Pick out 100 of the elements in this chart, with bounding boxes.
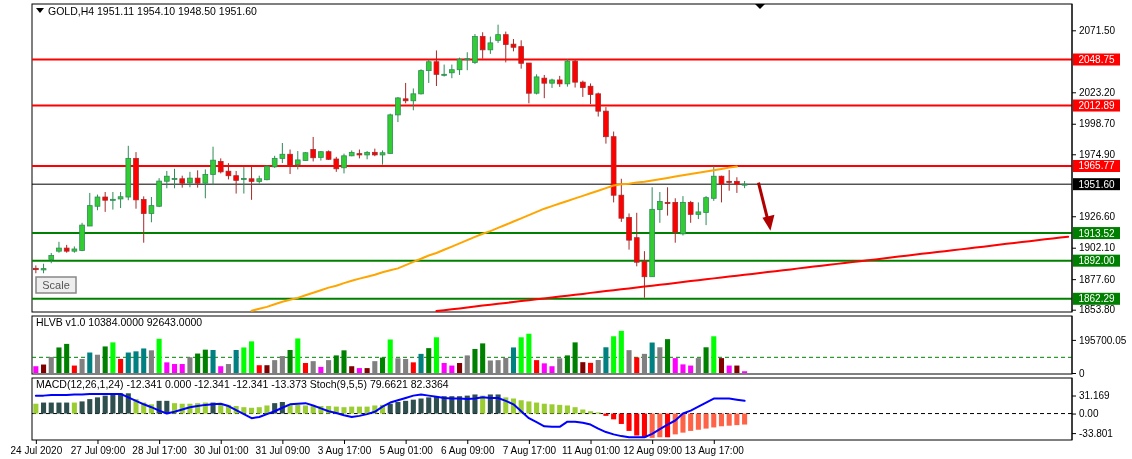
bar: [341, 407, 347, 414]
bar: [534, 360, 540, 373]
bar: [118, 358, 124, 373]
chart-title: MACD(12,26,1,24) -12.341 0.000 -12.341 -12.341 -13.373 Stoch(9,5,5) 79.6621 82.3364: [36, 378, 449, 390]
bar: [433, 396, 439, 414]
bar: [395, 401, 401, 414]
bar: [464, 355, 470, 373]
bar: [626, 350, 632, 373]
candlestick: [395, 96, 401, 123]
bar: [510, 347, 517, 373]
candlestick: [310, 136, 316, 162]
x-tick-label: 31 Jul 09:00: [255, 445, 311, 457]
annotation: Scale: [42, 278, 70, 291]
bar: [71, 365, 77, 373]
bar: [618, 330, 624, 373]
candlestick: [33, 264, 39, 274]
y-tick-label: 2023.20: [1079, 86, 1116, 98]
bar: [33, 403, 39, 414]
y-tick-label: 0.00: [1079, 408, 1099, 420]
bar: [179, 364, 185, 373]
candlestick: [341, 153, 347, 174]
x-tick-label: 24 Jul 2020: [10, 445, 63, 457]
bar: [79, 358, 85, 373]
ref-line-label: 1892.00: [1078, 255, 1116, 267]
bar: [695, 413, 701, 430]
bar: [587, 411, 594, 414]
bar: [87, 399, 93, 414]
y-tick-label: 1926.60: [1079, 210, 1116, 222]
candlestick: [110, 191, 116, 211]
bar: [441, 363, 447, 373]
bar: [472, 394, 478, 414]
y-tick-label: 195700.05: [1079, 334, 1127, 346]
bar: [580, 409, 586, 414]
bar: [503, 357, 509, 373]
ref-line-label: 2012.89: [1078, 100, 1116, 112]
line-series: [250, 165, 738, 312]
bar: [210, 349, 216, 373]
candlestick: [418, 68, 424, 95]
candlestick: [233, 170, 239, 195]
bar: [641, 353, 647, 373]
candlestick: [402, 82, 409, 104]
bar: [487, 360, 493, 373]
x-tick-label: 13 Aug 17:00: [684, 445, 745, 457]
bar: [295, 404, 301, 414]
bar: [256, 365, 262, 373]
y-tick-label: 0: [1079, 367, 1085, 379]
bar: [603, 347, 609, 373]
bar: [349, 406, 355, 414]
bar: [564, 405, 570, 414]
bar: [326, 360, 332, 373]
bar: [48, 356, 54, 373]
bar: [557, 404, 563, 414]
y-tick-label: 1853.80: [1079, 304, 1116, 316]
bar: [249, 407, 255, 414]
bar: [302, 405, 309, 414]
bar: [549, 404, 555, 414]
candlestick: [425, 59, 432, 84]
bar: [187, 357, 193, 373]
x-tick-label: 7 Aug 17:00: [502, 445, 557, 457]
candlestick: [364, 150, 370, 160]
bar: [403, 358, 409, 373]
bar: [495, 360, 501, 373]
bar: [649, 342, 655, 373]
candlestick: [657, 191, 663, 224]
candlestick: [564, 58, 571, 88]
bar: [680, 364, 686, 373]
bar: [349, 366, 355, 373]
bar: [241, 347, 247, 373]
bar: [310, 361, 316, 373]
bar: [33, 366, 39, 373]
bar: [541, 363, 547, 373]
bar: [718, 358, 725, 373]
candlestick: [449, 64, 455, 79]
bar: [171, 364, 178, 373]
candlestick: [140, 195, 147, 244]
bar: [726, 413, 732, 426]
ref-line-label: 1951.60: [1078, 178, 1116, 190]
bar: [148, 350, 154, 373]
bar: [41, 402, 47, 414]
bar: [56, 402, 62, 414]
bar: [680, 413, 686, 433]
bar: [410, 362, 416, 373]
bar: [657, 347, 663, 373]
bar: [256, 407, 262, 414]
bar: [580, 362, 586, 373]
bar: [64, 402, 70, 414]
bar: [703, 413, 709, 429]
bar: [595, 359, 601, 373]
scale-button: Scale: [35, 276, 77, 294]
bar: [372, 361, 378, 373]
ref-line-label: 1965.77: [1078, 160, 1116, 172]
bar: [718, 413, 725, 427]
y-tick-label: -33.801: [1079, 427, 1114, 439]
bar: [734, 413, 740, 426]
bar: [711, 336, 717, 373]
x-tick-label: 5 Aug 01:00: [379, 445, 434, 457]
candlestick: [202, 168, 209, 199]
bar: [41, 364, 47, 373]
bar: [71, 402, 77, 414]
bar: [572, 407, 578, 414]
